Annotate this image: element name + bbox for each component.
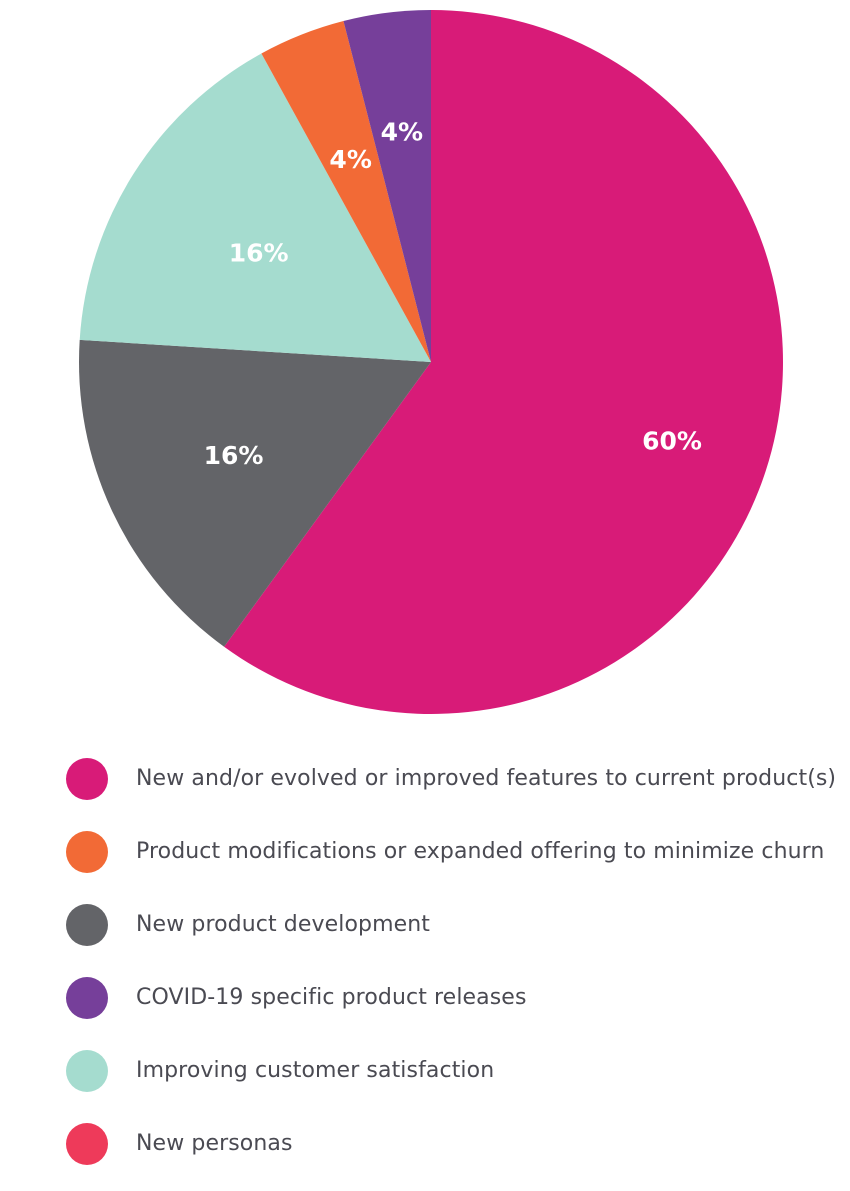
legend-label: Product modifications or expanded offeri…: [136, 839, 825, 864]
slice-data-label: 16%: [229, 239, 289, 268]
legend-item-product-modifications: Product modifications or expanded offeri…: [66, 821, 846, 894]
chart-legend: New and/or evolved or improved features …: [66, 748, 846, 1186]
pie-slice: [79, 339, 432, 647]
slice-data-label: 16%: [204, 441, 264, 470]
legend-item-customer-satisfaction: Improving customer satisfaction: [66, 1040, 846, 1113]
pie-slice: [261, 21, 431, 363]
legend-item-new-product-development: New product development: [66, 894, 846, 967]
legend-swatch: [66, 1123, 108, 1165]
legend-label: New and/or evolved or improved features …: [136, 766, 837, 791]
pie-slice: [343, 10, 431, 362]
legend-swatch: [66, 758, 108, 800]
legend-label: New personas: [136, 1131, 293, 1156]
legend-swatch: [66, 904, 108, 946]
legend-swatch: [66, 977, 108, 1019]
legend-swatch: [66, 1050, 108, 1092]
legend-label: Improving customer satisfaction: [136, 1058, 495, 1083]
slice-data-label: 4%: [381, 118, 423, 147]
pie-slice: [224, 10, 783, 714]
pie-chart: 60% 16% 16% 4% 4%: [79, 10, 783, 714]
legend-label: New product development: [136, 912, 431, 937]
legend-label: COVID-19 specific product releases: [136, 985, 527, 1010]
legend-item-features: New and/or evolved or improved features …: [66, 748, 846, 821]
pie-slice: [79, 53, 432, 363]
legend-item-covid-releases: COVID-19 specific product releases: [66, 967, 846, 1040]
legend-swatch: [66, 831, 108, 873]
legend-item-new-personas: New personas: [66, 1113, 846, 1186]
slice-data-label: 60%: [642, 426, 702, 455]
slice-data-label: 4%: [329, 145, 371, 174]
